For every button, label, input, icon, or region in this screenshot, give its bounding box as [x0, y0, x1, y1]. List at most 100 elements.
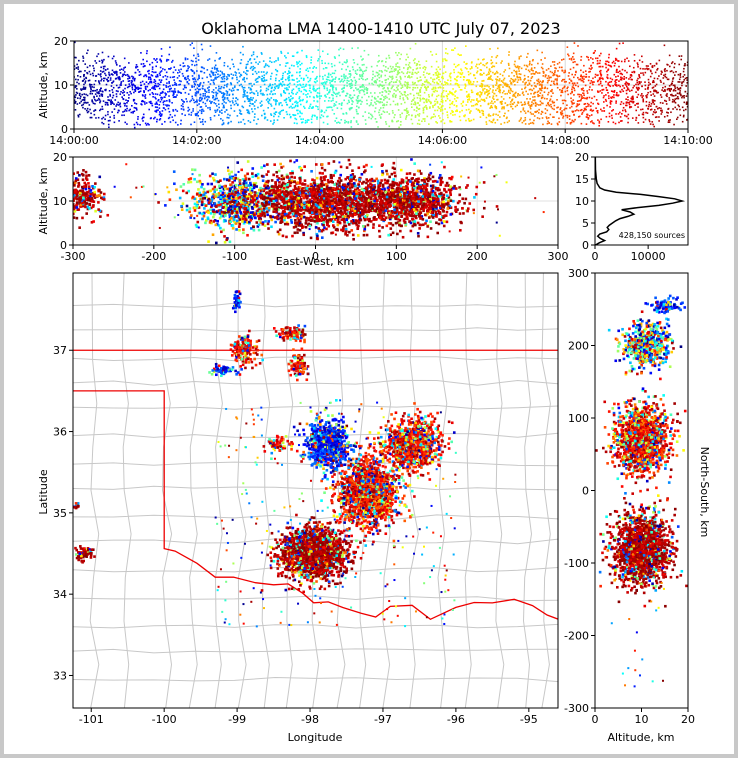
altitude-time-point: [637, 122, 640, 124]
altitude-time-point: [338, 103, 341, 105]
altitude-time-point: [350, 87, 352, 90]
altitude-time-point: [216, 109, 218, 112]
altitude-time-point: [389, 90, 391, 93]
altitude-time-point: [127, 77, 129, 80]
altitude-time-point: [620, 120, 622, 122]
altitude-time-point: [400, 120, 402, 123]
altitude-time-point: [541, 94, 544, 97]
east-west-point: [78, 173, 81, 177]
altitude-time-point: [475, 92, 478, 95]
altitude-time-point: [221, 123, 224, 126]
altitude-time-point: [436, 122, 439, 124]
altitude-time-point: [327, 62, 330, 65]
altitude-time-point: [426, 108, 428, 110]
east-west-point: [84, 183, 88, 187]
altitude-time-point: [599, 80, 602, 83]
altitude-time-point: [113, 103, 115, 106]
altitude-time-point: [78, 94, 81, 97]
altitude-time-point: [353, 76, 356, 79]
altitude-time-point: [188, 108, 191, 111]
altitude-time-point: [368, 104, 371, 107]
altitude-time-point: [158, 104, 161, 106]
altitude-time-point: [585, 116, 588, 118]
altitude-time-point: [405, 58, 407, 61]
east-west-point: [251, 211, 255, 214]
altitude-time-point: [128, 109, 130, 112]
east-west-point: [217, 209, 221, 212]
altitude-time-point: [404, 101, 406, 104]
altitude-time-point: [359, 69, 361, 72]
altitude-time-point: [83, 73, 85, 76]
altitude-time-point: [253, 119, 255, 122]
altitude-time-point: [597, 103, 600, 105]
altitude-time-point: [556, 79, 558, 82]
altitude-time-point: [345, 75, 347, 77]
altitude-time-point: [380, 70, 383, 72]
east-west-point: [82, 169, 85, 172]
altitude-time-point: [186, 100, 188, 103]
altitude-time-point: [300, 90, 303, 93]
east-west-point: [244, 216, 247, 220]
altitude-time-point: [87, 101, 89, 104]
altitude-time-point: [452, 49, 455, 51]
altitude-time-point: [143, 75, 145, 78]
altitude-time-point: [394, 69, 397, 72]
altitude-time-point: [295, 85, 298, 88]
east-west-point: [197, 206, 201, 209]
altitude-time-point: [270, 75, 272, 78]
altitude-time-point: [475, 108, 478, 110]
altitude-time-point: [523, 110, 526, 112]
altitude-time-point: [104, 103, 107, 106]
altitude-time-point: [387, 67, 390, 70]
altitude-time-point: [169, 46, 171, 49]
altitude-time-point: [340, 107, 343, 110]
altitude-time-point: [407, 111, 409, 114]
altitude-time-point: [608, 81, 611, 84]
altitude-time-point: [107, 104, 109, 106]
altitude-time-point: [141, 80, 144, 83]
altitude-time-point: [531, 75, 534, 78]
altitude-time-point: [510, 81, 512, 84]
altitude-time-point: [306, 67, 309, 70]
altitude-time-point: [440, 120, 442, 123]
altitude-time-point: [580, 122, 583, 125]
east-west-point: [75, 201, 79, 204]
altitude-time-point: [465, 63, 467, 65]
altitude-time-point: [615, 113, 617, 115]
altitude-time-point: [295, 100, 297, 103]
altitude-time-point: [666, 78, 669, 81]
altitude-time-point: [284, 87, 286, 90]
east-west-point: [202, 187, 206, 191]
altitude-time-point: [622, 109, 624, 112]
altitude-time-point: [533, 115, 536, 117]
altitude-time-point: [596, 60, 599, 62]
altitude-time-point: [251, 110, 254, 113]
altitude-time-point: [374, 110, 376, 113]
east-west-point: [250, 215, 254, 218]
altitude-time-point: [166, 75, 169, 78]
altitude-time-point: [489, 87, 492, 90]
altitude-time-point: [296, 51, 298, 54]
east-west-point: [273, 205, 277, 209]
altitude-time-point: [325, 78, 328, 81]
altitude-time-point: [608, 84, 611, 87]
altitude-time-point: [584, 70, 587, 72]
altitude-time-point: [624, 82, 627, 85]
altitude-time-point: [153, 86, 156, 88]
east-west-point: [276, 201, 279, 204]
east-west-point: [218, 216, 222, 220]
altitude-time-point: [430, 102, 432, 105]
altitude-time-point: [260, 105, 262, 107]
east-west-point: [80, 191, 84, 194]
east-west-point: [238, 209, 241, 213]
altitude-time-point: [236, 78, 238, 81]
altitude-time-point: [363, 86, 365, 88]
altitude-time-point: [470, 100, 472, 103]
altitude-time-point: [178, 71, 181, 73]
east-west-point: [223, 194, 227, 198]
altitude-time-point: [242, 106, 245, 109]
east-west-point: [250, 213, 254, 216]
altitude-time-point: [406, 81, 408, 84]
altitude-time-point: [622, 106, 625, 109]
altitude-time-point: [194, 113, 197, 115]
